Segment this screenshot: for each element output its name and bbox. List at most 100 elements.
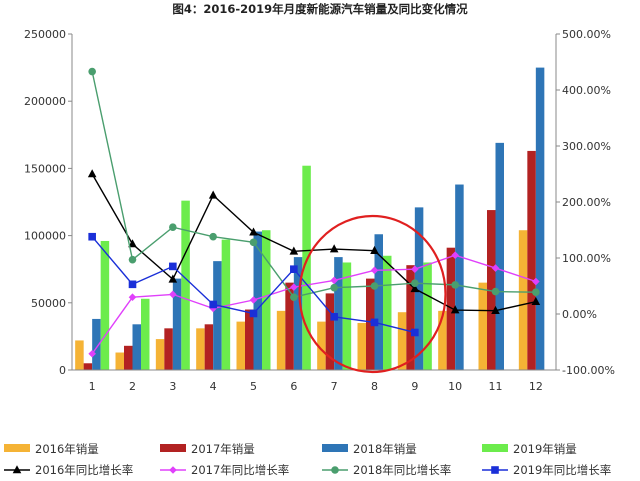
bar-2017年销量 bbox=[487, 210, 496, 370]
right-tick-label: 0.00% bbox=[562, 308, 597, 321]
legend-marker bbox=[491, 466, 499, 474]
x-tick-label: 8 bbox=[371, 380, 378, 393]
point-2017年同比增长率 bbox=[169, 290, 177, 299]
point-2018年同比增长率 bbox=[128, 255, 137, 264]
legend-marker bbox=[331, 466, 339, 474]
right-tick-label: 400.00% bbox=[562, 84, 611, 97]
bar-2017年销量 bbox=[83, 363, 93, 370]
point-2017年同比增长率 bbox=[88, 349, 96, 358]
x-tick-label: 6 bbox=[290, 380, 297, 393]
point-2016年同比增长率 bbox=[531, 296, 541, 305]
bar-2016年销量 bbox=[236, 321, 245, 370]
point-2017年同比增长率 bbox=[491, 264, 500, 272]
bar-2018年销量 bbox=[253, 231, 262, 370]
bar-2016年销量 bbox=[397, 312, 407, 370]
bar-2018年销量 bbox=[374, 234, 383, 370]
x-tick-label: 2 bbox=[129, 380, 136, 393]
left-tick-label: 200000 bbox=[24, 95, 66, 108]
bar-2018年销量 bbox=[495, 142, 504, 370]
point-2016年同比增长率 bbox=[208, 190, 218, 199]
bar-2018年销量 bbox=[172, 278, 182, 370]
bar-2019年销量 bbox=[181, 200, 190, 370]
x-tick-label: 4 bbox=[210, 380, 217, 393]
legend-label: 2018年销量 bbox=[353, 442, 417, 456]
bar-2016年销量 bbox=[317, 321, 326, 370]
point-2019年同比增长率 bbox=[169, 262, 177, 271]
point-2018年同比增长率 bbox=[169, 223, 177, 231]
highlight-circle bbox=[298, 214, 447, 374]
legend: 2016年销量 2017年销量 2018年销量 2019年销量 2016年同比增长率 20… bbox=[4, 442, 611, 477]
bar-2017年销量 bbox=[446, 247, 456, 370]
bars-layer bbox=[75, 67, 545, 370]
right-tick-label: 200.00% bbox=[562, 196, 611, 209]
bar-2019年销量 bbox=[141, 298, 150, 370]
bar-2018年销量 bbox=[132, 324, 141, 370]
legend-label: 2017年同比增长率 bbox=[191, 463, 289, 477]
line-2017年同比增长率 bbox=[91, 254, 537, 355]
bar-2019年销量 bbox=[100, 240, 110, 370]
bar-2018年销量 bbox=[293, 257, 303, 370]
legend-label: 2017年销量 bbox=[191, 442, 255, 456]
x-tick-label: 10 bbox=[448, 380, 462, 393]
bar-2019年销量 bbox=[342, 262, 352, 370]
x-tick-label: 3 bbox=[169, 380, 176, 393]
legend-swatch bbox=[482, 444, 508, 452]
annotation-layer bbox=[298, 214, 447, 374]
bar-2018年销量 bbox=[213, 261, 222, 370]
point-2017年同比增长率 bbox=[532, 277, 540, 286]
legend-marker bbox=[169, 466, 177, 474]
bar-2017年销量 bbox=[527, 150, 536, 370]
left-tick-label: 250000 bbox=[24, 28, 66, 41]
legend-label: 2018年同比增长率 bbox=[353, 463, 451, 477]
lines-layer bbox=[87, 67, 541, 358]
left-tick-label: 150000 bbox=[24, 162, 66, 175]
point-2019年同比增长率 bbox=[290, 265, 298, 273]
x-tick-label: 11 bbox=[489, 380, 503, 393]
point-2016年同比增长率 bbox=[410, 284, 420, 293]
point-2016年同比增长率 bbox=[289, 246, 299, 255]
bar-2017年销量 bbox=[285, 282, 294, 370]
x-tick-label: 1 bbox=[89, 380, 96, 393]
left-tick-label: 100000 bbox=[24, 230, 66, 243]
point-2018年同比增长率 bbox=[370, 282, 379, 290]
point-2018年同比增长率 bbox=[532, 288, 540, 296]
legend-swatch bbox=[160, 444, 186, 452]
point-2018年同比增长率 bbox=[451, 281, 459, 289]
bar-2016年销量 bbox=[276, 310, 286, 370]
bar-2016年销量 bbox=[196, 328, 205, 370]
bar-2019年销量 bbox=[383, 255, 392, 370]
bar-2017年销量 bbox=[204, 324, 214, 370]
bar-2018年销量 bbox=[414, 207, 424, 370]
x-tick-label: 9 bbox=[411, 380, 418, 393]
bar-2017年销量 bbox=[124, 345, 133, 370]
bar-2017年销量 bbox=[325, 293, 335, 370]
chart-title: 图4：2016-2019年月度新能源汽车销量及同比变化情况 bbox=[172, 2, 468, 16]
point-2018年同比增长率 bbox=[491, 287, 500, 296]
left-tick-label: 0 bbox=[59, 364, 66, 377]
point-2016年同比增长率 bbox=[249, 227, 258, 236]
right-tick-label: 100.00% bbox=[562, 252, 611, 265]
legend-label: 2016年同比增长率 bbox=[35, 463, 133, 477]
bar-2016年销量 bbox=[478, 282, 487, 370]
point-2016年同比增长率 bbox=[491, 305, 500, 314]
legend-label: 2019年同比增长率 bbox=[513, 463, 611, 477]
bar-2018年销量 bbox=[535, 67, 545, 370]
point-2016年同比增长率 bbox=[168, 274, 178, 283]
legend-label: 2016年销量 bbox=[35, 442, 99, 456]
line-2018年同比增长率 bbox=[91, 71, 536, 298]
bar-2018年销量 bbox=[92, 318, 101, 370]
legend-swatch bbox=[322, 444, 348, 452]
bar-2017年销量 bbox=[406, 265, 415, 370]
bar-2017年销量 bbox=[366, 278, 375, 370]
bar-2019年销量 bbox=[221, 239, 231, 370]
point-2018年同比增长率 bbox=[209, 232, 217, 241]
point-2016年同比增长率 bbox=[370, 245, 379, 255]
point-2018年同比增长率 bbox=[88, 67, 96, 76]
point-2019年同比增长率 bbox=[411, 328, 419, 337]
point-2019年同比增长率 bbox=[209, 300, 217, 309]
right-tick-label: 300.00% bbox=[562, 140, 611, 153]
point-2019年同比增长率 bbox=[330, 313, 338, 321]
point-2019年同比增长率 bbox=[249, 309, 258, 318]
point-2017年同比增长率 bbox=[290, 283, 298, 291]
bar-2016年销量 bbox=[438, 310, 447, 370]
